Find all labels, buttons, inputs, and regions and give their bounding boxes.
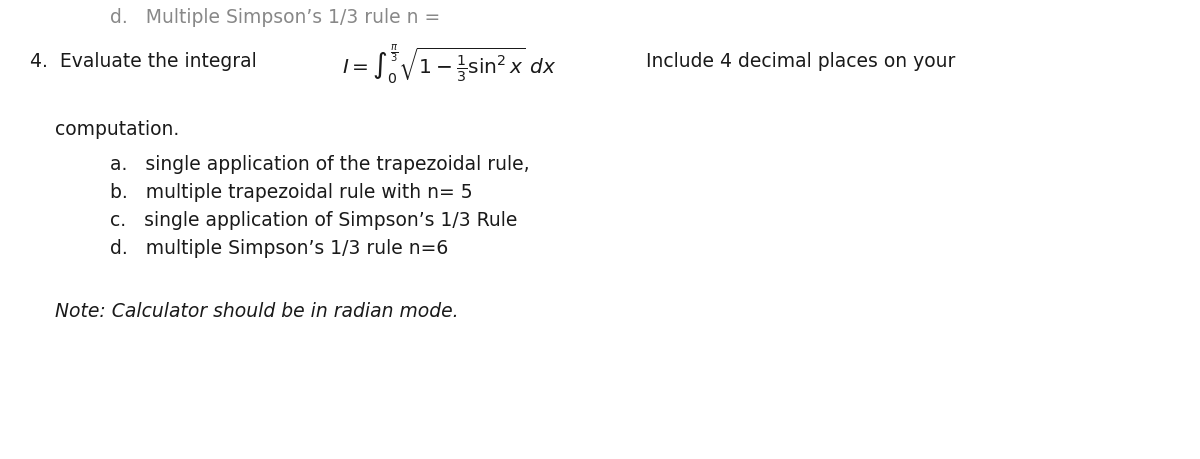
Text: computation.: computation.	[55, 120, 179, 139]
Text: Include 4 decimal places on your: Include 4 decimal places on your	[640, 52, 955, 71]
Text: b.   multiple trapezoidal rule with n= 5: b. multiple trapezoidal rule with n= 5	[110, 183, 473, 202]
Text: $I = \int_0^{\frac{\pi}{3}} \sqrt{1 - \frac{1}{3}\sin^2 x}\; dx$: $I = \int_0^{\frac{\pi}{3}} \sqrt{1 - \f…	[342, 43, 556, 87]
Text: a.   single application of the trapezoidal rule,: a. single application of the trapezoidal…	[110, 155, 529, 174]
Text: c.   single application of Simpson’s 1/3 Rule: c. single application of Simpson’s 1/3 R…	[110, 211, 517, 230]
Text: d.   multiple Simpson’s 1/3 rule n=6: d. multiple Simpson’s 1/3 rule n=6	[110, 239, 449, 258]
Text: Note: Calculator should be in radian mode.: Note: Calculator should be in radian mod…	[55, 302, 458, 321]
Text: 4.  Evaluate the integral: 4. Evaluate the integral	[30, 52, 257, 71]
Text: d.   Multiple Simpson’s 1/3 rule n =: d. Multiple Simpson’s 1/3 rule n =	[110, 8, 440, 27]
